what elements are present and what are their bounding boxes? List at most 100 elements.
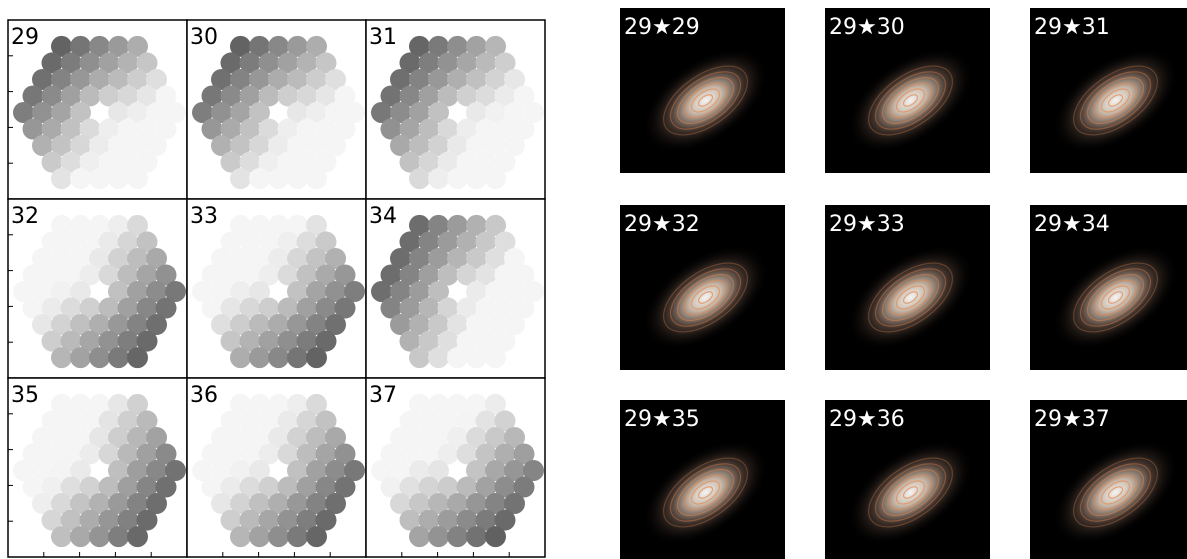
segment xyxy=(249,135,270,157)
segment xyxy=(239,330,261,352)
segment xyxy=(230,214,251,236)
segment xyxy=(239,443,261,465)
segment xyxy=(296,231,318,253)
psf xyxy=(847,47,974,154)
segment xyxy=(32,247,53,269)
segment xyxy=(249,168,270,190)
segment xyxy=(127,460,148,481)
segment xyxy=(117,476,139,498)
segment xyxy=(437,330,459,352)
segment xyxy=(89,135,110,157)
segment xyxy=(306,526,327,548)
segment xyxy=(60,443,82,465)
segment xyxy=(136,476,158,498)
segment xyxy=(51,460,72,481)
segment xyxy=(287,526,308,548)
contour xyxy=(663,262,748,333)
segment xyxy=(60,264,82,286)
segment xyxy=(485,393,506,415)
segment xyxy=(230,426,251,448)
segment xyxy=(456,151,478,173)
segment xyxy=(325,460,346,481)
segment xyxy=(447,493,468,515)
segment xyxy=(258,476,280,498)
segment xyxy=(70,493,91,515)
psf-panel: 29★35 xyxy=(620,400,785,559)
segment xyxy=(399,231,421,253)
contour xyxy=(663,457,748,528)
segment xyxy=(89,35,110,57)
segment xyxy=(51,426,72,448)
segment xyxy=(230,168,251,190)
segment xyxy=(494,264,516,286)
segment xyxy=(230,460,251,481)
segment xyxy=(409,314,430,336)
segment xyxy=(70,168,91,190)
segment xyxy=(485,314,506,336)
segment xyxy=(287,168,308,190)
segment xyxy=(89,247,110,269)
segment xyxy=(117,443,139,465)
contour xyxy=(888,82,933,119)
segment xyxy=(60,509,82,531)
segment xyxy=(494,509,516,531)
contour xyxy=(683,279,728,316)
contour xyxy=(697,291,714,304)
segment xyxy=(475,330,497,352)
segment xyxy=(466,102,487,123)
contour xyxy=(1100,480,1131,505)
segment xyxy=(211,247,232,269)
contour xyxy=(902,94,919,107)
segment xyxy=(504,135,525,157)
segment xyxy=(504,460,525,481)
segment xyxy=(325,68,346,90)
segment xyxy=(466,426,487,448)
segment xyxy=(220,85,242,107)
segment xyxy=(136,151,158,173)
segment xyxy=(249,68,270,90)
segment xyxy=(315,443,337,465)
segment xyxy=(230,493,251,515)
pupil-panel: 36 xyxy=(186,377,367,558)
segment xyxy=(315,509,337,531)
segment xyxy=(380,264,402,286)
segment xyxy=(513,118,535,140)
segment xyxy=(306,35,327,57)
segment xyxy=(79,52,101,74)
contour xyxy=(1073,262,1158,333)
segment xyxy=(108,102,129,123)
segment xyxy=(51,347,72,369)
segment xyxy=(117,231,139,253)
pupil-panel: 37 xyxy=(365,377,546,558)
segment xyxy=(475,118,497,140)
segment xyxy=(466,168,487,190)
segment xyxy=(380,443,402,465)
segment xyxy=(136,85,158,107)
segment xyxy=(249,460,270,481)
segment xyxy=(108,526,129,548)
panel-label: 34 xyxy=(369,204,397,229)
segment xyxy=(211,102,232,123)
contour xyxy=(1079,268,1152,327)
segment xyxy=(475,85,497,107)
segment xyxy=(287,493,308,515)
contour xyxy=(1100,285,1131,310)
segment xyxy=(447,68,468,90)
segment xyxy=(371,102,392,123)
segment xyxy=(296,297,318,319)
segment xyxy=(399,330,421,352)
segment xyxy=(504,493,525,515)
segment xyxy=(466,347,487,369)
segment xyxy=(127,281,148,302)
segment xyxy=(418,85,440,107)
segment xyxy=(60,151,82,173)
segment xyxy=(220,410,242,432)
contour xyxy=(1079,463,1152,522)
segment xyxy=(315,118,337,140)
segment xyxy=(60,410,82,432)
segment xyxy=(456,297,478,319)
contour xyxy=(895,480,926,505)
segment xyxy=(428,214,449,236)
segment xyxy=(287,247,308,269)
segment xyxy=(296,476,318,498)
